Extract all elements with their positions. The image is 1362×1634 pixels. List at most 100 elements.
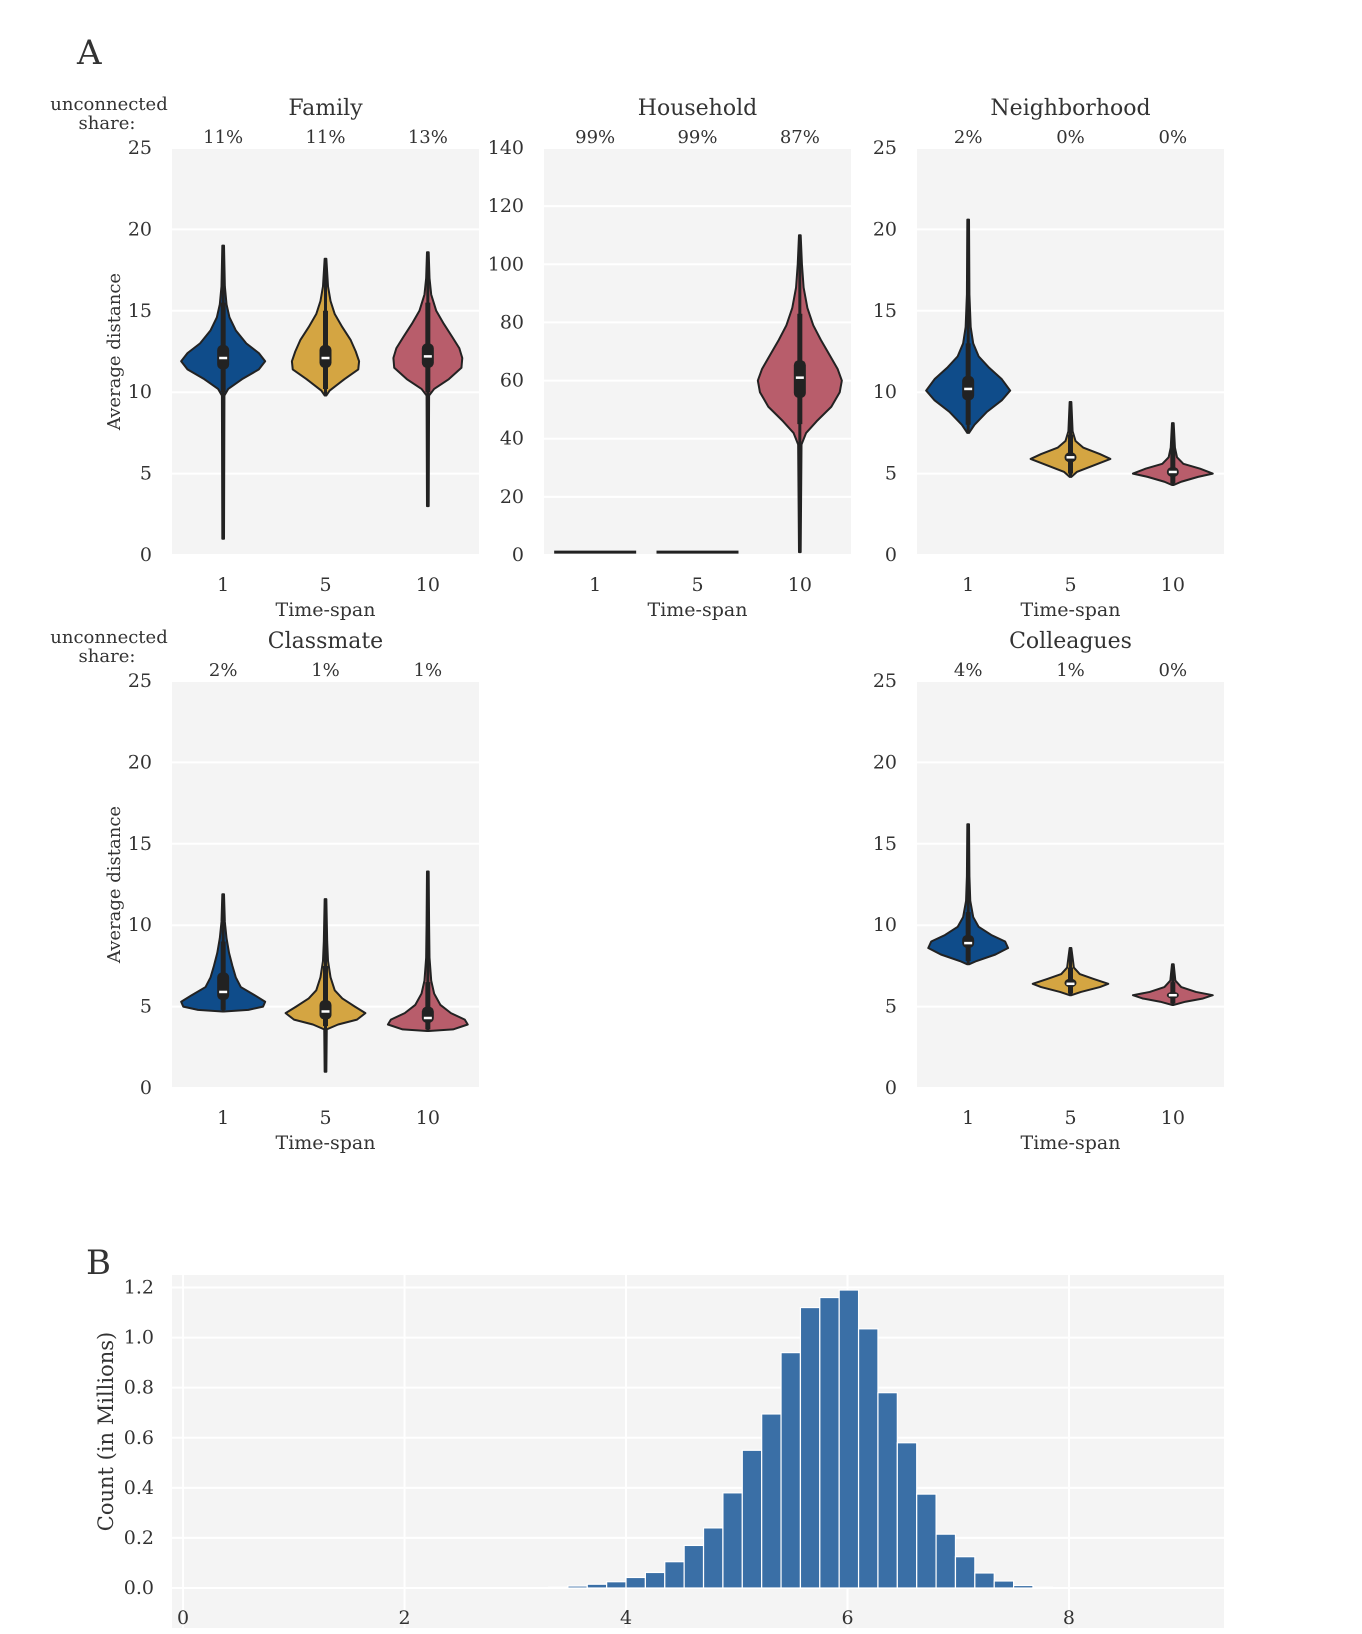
violin-5 <box>284 898 367 1073</box>
y-tick-label: 5 <box>885 996 897 1018</box>
y-tick-label: 10 <box>128 914 152 936</box>
histogram-bar <box>741 1449 763 1589</box>
histogram-bar <box>683 1544 705 1589</box>
histogram-bar <box>780 1352 802 1589</box>
x-axis-label: Time-span <box>276 599 376 621</box>
histogram-bar <box>974 1572 995 1589</box>
unconnected-share-value: 99% <box>677 127 717 148</box>
y-tick-label: 25 <box>128 137 152 159</box>
y-tick-label: 20 <box>128 751 152 773</box>
x-tick-label: 10 <box>1161 574 1185 596</box>
unconnected-share-value: 11% <box>305 127 345 148</box>
plot-background <box>917 681 1224 1088</box>
histogram-bar <box>606 1581 627 1589</box>
y-tick-label: 1.2 <box>124 1277 154 1299</box>
histogram-bar <box>702 1527 724 1589</box>
violin-1 <box>927 823 1010 966</box>
y-axis-label: Average distance <box>104 273 125 431</box>
x-tick-label: 1 <box>217 1107 229 1129</box>
y-tick-label: 15 <box>873 300 897 322</box>
unconnected-share-label: unconnected <box>50 627 167 648</box>
panel-title: Colleagues <box>1009 629 1132 654</box>
violin-10 <box>386 870 469 1033</box>
y-tick-label: 0.6 <box>124 1427 154 1449</box>
y-tick-label: 5 <box>885 463 897 485</box>
y-tick-label: 40 <box>500 428 524 450</box>
x-tick-label: 6 <box>841 1607 853 1629</box>
violin-1 <box>180 244 267 540</box>
y-tick-label: 10 <box>873 914 897 936</box>
y-tick-label: 20 <box>873 751 897 773</box>
x-tick-label: 5 <box>319 1107 331 1129</box>
histogram-bar <box>993 1580 1015 1589</box>
unconnected-share-value: 2% <box>209 660 238 681</box>
y-tick-label: 10 <box>873 381 897 403</box>
y-tick-label: 15 <box>128 833 152 855</box>
violin-10 <box>392 251 464 508</box>
violin-1 <box>925 218 1012 434</box>
violin-10 <box>1131 422 1214 486</box>
unconnected-share-value: 0% <box>1159 127 1188 148</box>
panel-title: Household <box>638 96 757 121</box>
x-tick-label: 4 <box>620 1607 632 1629</box>
histogram-bar <box>916 1493 937 1589</box>
y-axis-label: Count (in Millions) <box>94 1332 118 1532</box>
violin-5 <box>290 257 361 397</box>
y-tick-label: 0 <box>140 1077 152 1099</box>
y-tick-label: 10 <box>128 381 152 403</box>
unconnected-share-value: 87% <box>780 127 820 148</box>
histogram-bar <box>761 1413 782 1589</box>
y-tick-label: 1.0 <box>124 1327 154 1349</box>
violin-iqr-box <box>793 360 806 399</box>
histogram-bar <box>1032 1586 1053 1589</box>
violin-10 <box>1131 963 1214 1006</box>
violin-iqr-box <box>421 1006 434 1023</box>
y-tick-label: 0.2 <box>124 1527 154 1549</box>
histogram-bar <box>722 1492 743 1589</box>
y-tick-label: 0 <box>885 1077 897 1099</box>
x-tick-label: 10 <box>416 1107 440 1129</box>
unconnected-share-value: 1% <box>1056 660 1085 681</box>
histogram-bar <box>664 1561 685 1589</box>
y-tick-label: 25 <box>873 670 897 692</box>
y-tick-label: 120 <box>488 195 524 217</box>
histogram-bar <box>877 1392 898 1589</box>
x-tick-label: 10 <box>788 574 812 596</box>
y-tick-label: 25 <box>873 137 897 159</box>
y-tick-label: 0.8 <box>124 1377 154 1399</box>
unconnected-share-value: 1% <box>414 660 443 681</box>
histogram-bar <box>644 1571 666 1589</box>
y-tick-label: 5 <box>140 996 152 1018</box>
violin-5 <box>1031 946 1110 997</box>
unconnected-share-value: 13% <box>408 127 448 148</box>
unconnected-share-value: 99% <box>575 127 615 148</box>
x-tick-label: 0 <box>177 1607 189 1629</box>
violin-10 <box>756 234 843 554</box>
violin-panel-household: 0 20 40 60 80 100 120 140 1 5 10 Time-span Household… <box>488 96 851 621</box>
histogram-bar <box>857 1328 879 1589</box>
unconnected-share-label: share: <box>79 646 136 667</box>
x-tick-label: 1 <box>589 574 601 596</box>
x-tick-label: 10 <box>416 574 440 596</box>
x-axis-label: Time-span <box>1021 599 1121 621</box>
x-tick-label: 5 <box>1064 1107 1076 1129</box>
histogram-bar <box>625 1576 647 1589</box>
x-tick-label: 1 <box>217 574 229 596</box>
violin-1 <box>180 893 267 1013</box>
panel-title: Family <box>288 96 363 121</box>
x-axis-label: Time-span <box>648 599 748 621</box>
histogram-bar <box>896 1442 918 1589</box>
violin-iqr-box <box>319 344 332 368</box>
y-tick-label: 0.4 <box>124 1477 154 1499</box>
histogram-bar <box>838 1289 860 1589</box>
unconnected-share-value: 1% <box>311 660 340 681</box>
panel-b-label: B <box>86 1243 111 1283</box>
histogram-bar <box>567 1585 588 1589</box>
x-tick-label: 1 <box>962 574 974 596</box>
x-axis-label: Time-span <box>276 1132 376 1154</box>
